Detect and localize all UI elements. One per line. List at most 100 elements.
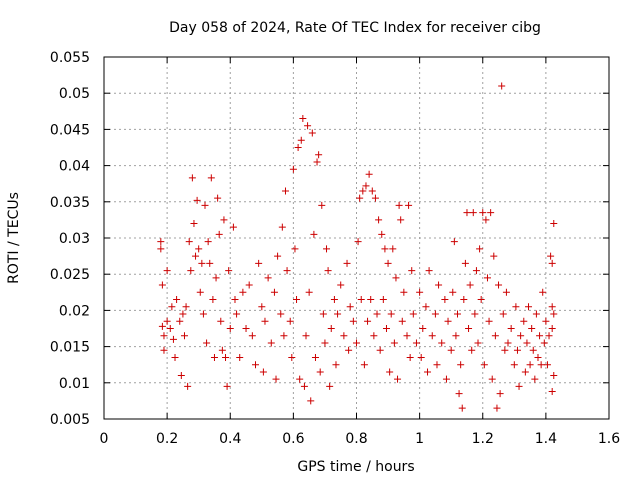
data-point [419, 325, 427, 332]
data-point [316, 368, 324, 376]
data-point [192, 252, 200, 260]
data-point [550, 310, 558, 318]
data-point [195, 245, 203, 253]
data-point [416, 288, 424, 296]
data-point [392, 274, 400, 282]
data-point [176, 317, 184, 325]
data-point [460, 296, 468, 304]
data-point [455, 390, 463, 398]
data-point [270, 288, 278, 296]
data-point [168, 303, 176, 311]
data-point [537, 361, 545, 369]
data-point [173, 296, 181, 304]
data-point [457, 361, 465, 369]
data-point [326, 382, 334, 390]
data-point [305, 288, 313, 296]
data-point [425, 267, 433, 275]
data-point [157, 245, 165, 253]
y-tick-label: 0.035 [50, 195, 90, 211]
data-point [334, 310, 342, 318]
data-point [297, 136, 305, 144]
data-point [465, 325, 473, 332]
data-point [362, 182, 370, 190]
data-point [408, 267, 416, 275]
data-point [409, 310, 417, 318]
data-point [400, 288, 408, 296]
data-point [539, 288, 547, 296]
data-point [242, 325, 250, 332]
data-point [319, 310, 327, 318]
data-point [412, 339, 420, 347]
data-point [293, 296, 301, 304]
data-point [311, 353, 319, 361]
data-point [353, 339, 360, 347]
data-point [545, 332, 553, 340]
data-point [542, 317, 550, 325]
data-point [359, 187, 367, 195]
data-point [307, 397, 315, 405]
data-point [521, 368, 529, 376]
data-point [471, 310, 479, 318]
y-tick-label: 0.045 [50, 122, 90, 138]
data-point [493, 404, 501, 412]
data-point [267, 339, 275, 347]
y-tick-label: 0.025 [50, 267, 90, 283]
data-point [207, 174, 215, 182]
data-point [337, 281, 345, 289]
data-point [308, 129, 316, 137]
x-tick-label: 0.6 [282, 431, 304, 447]
data-point [499, 310, 507, 318]
data-point [405, 201, 413, 209]
x-tick-label: 0.2 [156, 431, 178, 447]
data-point [504, 339, 512, 347]
x-tick-label: 0.8 [345, 431, 367, 447]
data-point [379, 296, 387, 304]
data-point [289, 165, 297, 173]
data-point [466, 281, 474, 289]
data-point [367, 296, 375, 304]
data-point [210, 353, 218, 361]
data-point [321, 339, 329, 347]
data-point [468, 346, 476, 354]
data-point [444, 317, 452, 325]
data-point [381, 245, 389, 253]
data-point [477, 296, 485, 304]
x-axis-ticks: 0 0.2 0.4 0.6 0.8 1 1.2 1.4 1.6 [100, 57, 620, 447]
data-point [441, 296, 449, 304]
y-axis-label: ROTI / TECUs [6, 192, 22, 284]
data-point [217, 317, 225, 325]
data-point [461, 259, 469, 267]
data-point [403, 332, 411, 340]
data-point [502, 288, 510, 296]
data-point [547, 252, 555, 260]
y-tick-label: 0.005 [50, 412, 90, 428]
data-point [498, 82, 506, 90]
data-point [526, 361, 534, 369]
data-point [236, 353, 244, 361]
data-point [304, 122, 312, 130]
data-point [193, 196, 201, 204]
data-point [386, 368, 394, 376]
data-point [300, 382, 308, 390]
data-point [272, 375, 280, 383]
data-point [160, 346, 168, 354]
data-point [239, 288, 247, 296]
data-point [166, 325, 174, 332]
data-point [231, 296, 239, 304]
data-point [435, 281, 443, 289]
y-tick-label: 0.02 [59, 303, 90, 319]
data-point [428, 332, 436, 340]
data-point [245, 281, 253, 289]
data-point [218, 346, 226, 354]
data-point [177, 372, 185, 380]
data-point [357, 296, 365, 304]
data-point [255, 259, 263, 267]
x-tick-label: 0 [100, 431, 109, 447]
data-point [220, 216, 228, 224]
data-point [278, 223, 286, 231]
data-point [310, 230, 318, 238]
data-point [523, 339, 531, 347]
data-point [296, 375, 304, 383]
data-point [482, 216, 490, 224]
